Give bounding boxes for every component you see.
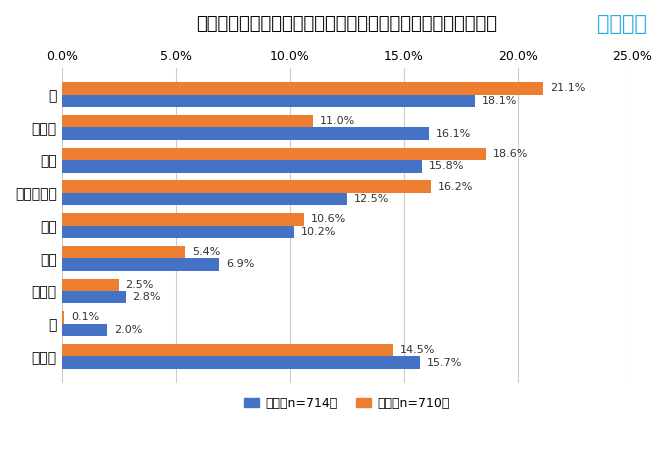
Text: 14.5%: 14.5% (400, 345, 435, 355)
Text: 11.0%: 11.0% (319, 116, 355, 126)
Text: 2.5%: 2.5% (125, 280, 154, 290)
Text: 5.4%: 5.4% (192, 247, 220, 257)
Bar (62, 226, 294, 238)
Text: 16.2%: 16.2% (438, 181, 474, 191)
Bar (62, 148, 486, 160)
Text: 15.7%: 15.7% (427, 358, 462, 367)
Bar (62, 324, 107, 336)
Text: 0.1%: 0.1% (71, 313, 99, 323)
Bar (62, 278, 119, 291)
Bar (62, 246, 185, 258)
Bar (62, 356, 420, 369)
Text: 15.8%: 15.8% (429, 161, 464, 171)
Bar (62, 160, 422, 173)
Text: 6.9%: 6.9% (226, 260, 254, 270)
Bar (62, 82, 543, 95)
Title: ストレス発散の為の旅行に一緒に行きたくないのは誰ですか？: ストレス発散の為の旅行に一緒に行きたくないのは誰ですか？ (196, 15, 498, 33)
Text: 18.6%: 18.6% (493, 149, 528, 159)
Text: 16.1%: 16.1% (436, 128, 471, 138)
Bar (62, 213, 303, 226)
Bar (62, 128, 429, 140)
Bar (62, 291, 125, 303)
Text: 10.2%: 10.2% (301, 227, 337, 237)
Text: 21.1%: 21.1% (550, 84, 586, 93)
Bar (62, 95, 475, 107)
Bar (62, 258, 219, 271)
Text: 2.0%: 2.0% (114, 325, 143, 335)
Text: 10.6%: 10.6% (310, 214, 346, 224)
Bar (62, 311, 64, 324)
Bar (62, 115, 313, 128)
Legend: 男性（n=714）, 女性（n=710）: 男性（n=714）, 女性（n=710） (239, 392, 455, 415)
Text: 18.1%: 18.1% (482, 96, 517, 106)
Text: エアトリ: エアトリ (597, 14, 647, 34)
Text: 2.8%: 2.8% (133, 292, 161, 302)
Text: 12.5%: 12.5% (354, 194, 389, 204)
Bar (62, 193, 347, 205)
Bar (62, 344, 392, 356)
Bar (62, 181, 432, 193)
